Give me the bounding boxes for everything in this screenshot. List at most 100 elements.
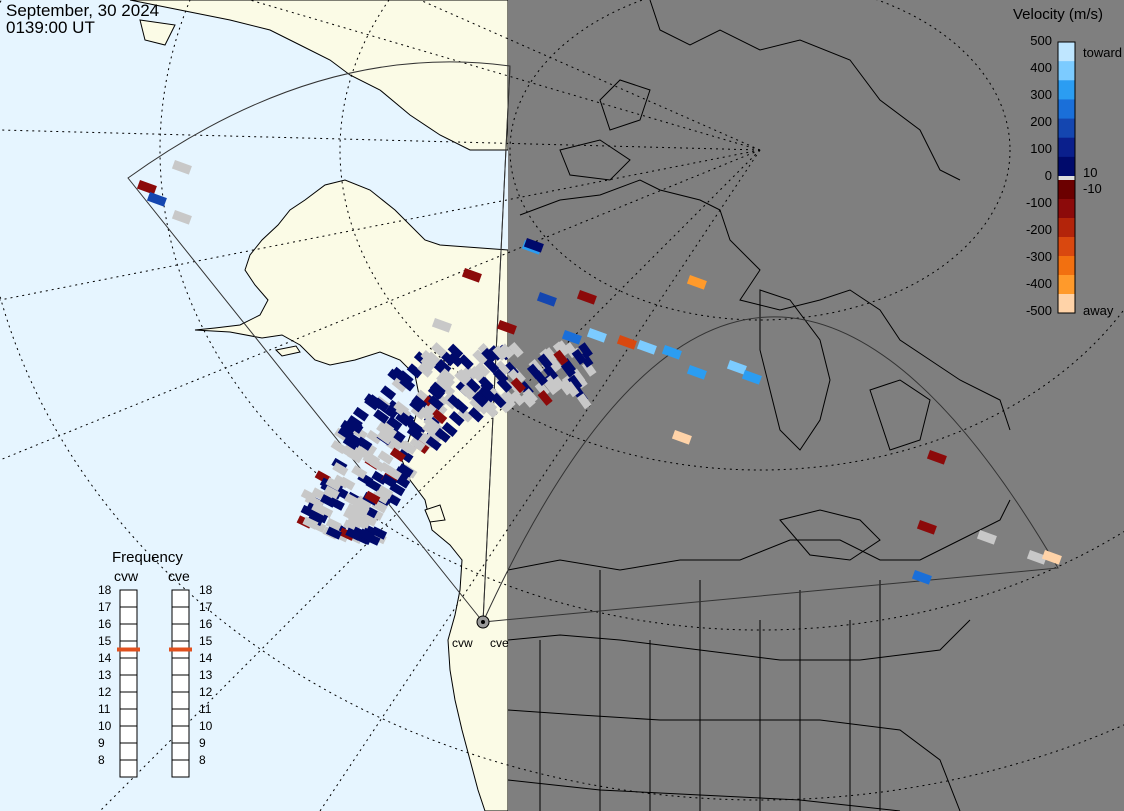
scatter-cell — [171, 159, 192, 175]
scatter-cell — [332, 462, 349, 477]
frequency-radar-label-cvw: cvw — [114, 568, 139, 584]
velocity-legend-title: Velocity (m/s) — [1013, 6, 1104, 23]
scatter-cell — [447, 394, 464, 410]
colorbar-segment-away — [1058, 218, 1075, 238]
scatter-cell — [320, 494, 337, 508]
island — [139, 19, 176, 46]
scatter-cell — [528, 359, 544, 375]
scatter-cell — [496, 320, 517, 335]
scatter-cell — [364, 490, 381, 505]
scatter-cell — [586, 328, 607, 343]
scatter-cell — [400, 440, 417, 455]
frequency-bar-cell — [119, 657, 138, 676]
frequency-bar-cell — [119, 623, 138, 642]
scatter-cell — [555, 340, 571, 357]
scatter-cell — [377, 485, 394, 500]
scatter-cell — [616, 334, 637, 350]
frequency-tick-right: 16 — [199, 617, 213, 631]
land-dayside — [129, 0, 509, 151]
scatter-cell — [398, 412, 415, 428]
frequency-tick-left: 14 — [98, 651, 112, 665]
colorbar-segment-toward — [1058, 61, 1075, 81]
frequency-tick-left: 16 — [98, 617, 112, 631]
colorbar-segment-away — [1058, 237, 1075, 257]
frequency-marker — [169, 647, 192, 652]
scatter-cell — [436, 372, 452, 388]
frequency-marker — [117, 647, 140, 652]
velocity-tick-label: -200 — [1025, 222, 1052, 237]
frequency-tick-left: 10 — [98, 719, 112, 733]
frequency-legend-title: Frequency — [112, 549, 183, 566]
scatter-cell — [447, 351, 464, 368]
velocity-tick-label: 200 — [1030, 114, 1052, 129]
frequency-tick-left: 15 — [98, 634, 112, 648]
scatter-cell — [661, 345, 682, 360]
colorbar-segment-zero — [1058, 176, 1075, 180]
velocity-tick-label: 400 — [1030, 60, 1052, 75]
scatter-cell — [406, 425, 423, 441]
frequency-bar-cell — [171, 725, 190, 744]
scatter-cell — [916, 520, 937, 535]
scatter-cell — [522, 388, 538, 405]
scatter-cell — [636, 340, 657, 355]
scatter-cell — [439, 368, 456, 384]
velocity-scatter-cells — [136, 159, 1062, 585]
scatter-cell — [434, 427, 451, 443]
colorbar-segment-toward — [1058, 80, 1075, 100]
scatter-cell — [325, 526, 343, 540]
frequency-tick-right: 12 — [199, 685, 213, 699]
scatter-cell — [409, 436, 426, 452]
scatter-cell — [422, 422, 439, 438]
scatter-cell — [171, 209, 192, 225]
frequency-bar-cell — [119, 725, 138, 744]
velocity-tick-label: 0 — [1044, 168, 1052, 183]
radar-field-of-view — [127, 61, 1059, 624]
away-label: away — [1083, 303, 1114, 318]
frequency-tick-right: 9 — [199, 736, 206, 750]
frequency-tick-right: 11 — [199, 702, 212, 716]
plot-date: September, 30 2024 — [6, 1, 160, 20]
scatter-cell — [492, 345, 508, 361]
frequency-bar-cell — [119, 674, 138, 693]
frequency-bar-cell — [171, 742, 190, 761]
velocity-tick-label: -300 — [1025, 249, 1052, 264]
scatter-cell — [373, 490, 390, 505]
scatter-cell — [726, 360, 747, 375]
scatter-cell — [523, 237, 544, 253]
scatter-cell — [553, 349, 569, 366]
scatter-cell — [345, 527, 362, 541]
velocity-tick-label: -500 — [1025, 303, 1052, 318]
scatter-cell — [365, 478, 382, 493]
scatter-cell — [411, 395, 428, 411]
scatter-cell — [393, 400, 410, 416]
scatter-cell — [1041, 549, 1062, 565]
frequency-bar-cell — [119, 691, 138, 710]
scatter-cell — [510, 377, 526, 394]
scatter-cell — [508, 341, 524, 358]
frequency-tick-left: 17 — [98, 600, 112, 614]
scatter-cell — [380, 385, 397, 401]
scatter-cell — [911, 570, 932, 585]
scatter-cell — [465, 377, 481, 393]
scatter-cell — [480, 387, 497, 403]
scatter-cell — [311, 502, 328, 516]
scatter-cell — [441, 421, 458, 437]
frequency-bar-cell — [171, 674, 190, 693]
colorbar-segment-away — [1058, 275, 1075, 295]
frequency-radar-label-cve: cve — [168, 568, 190, 584]
frequency-bar-cell — [171, 691, 190, 710]
frequency-bar-cell — [171, 759, 190, 778]
scatter-cell — [376, 430, 393, 445]
scatter-cell — [499, 343, 515, 360]
scatter-cell — [367, 394, 384, 410]
frequency-bar-cell — [119, 742, 138, 761]
colorbar-segment-away — [1058, 180, 1075, 200]
scatter-cell — [472, 349, 488, 365]
island — [424, 504, 446, 523]
scatter-cell — [356, 495, 373, 510]
scatter-cell — [351, 465, 368, 480]
radar-site-label-cve: cve — [490, 636, 509, 650]
frequency-tick-right: 17 — [199, 600, 213, 614]
colorbar-segment-away — [1058, 199, 1075, 219]
